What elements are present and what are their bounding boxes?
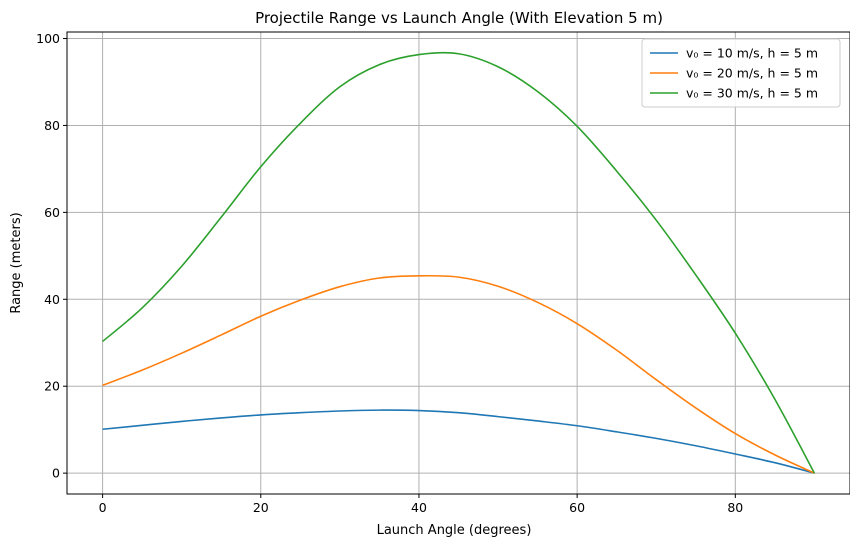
legend: v₀ = 10 m/s, h = 5 m v₀ = 20 m/s, h = 5 m…	[641, 38, 841, 108]
x-tick-label: 0	[99, 500, 107, 515]
y-tick-label: 80	[44, 118, 60, 133]
series-line-2	[102, 274, 815, 474]
x-tick-label: 60	[569, 500, 585, 515]
x-axis-label: Launch Angle (degrees)	[377, 523, 532, 538]
y-tick-label: 60	[44, 205, 60, 220]
y-tick-label: 20	[44, 379, 60, 394]
y-tick-label: 40	[44, 292, 60, 307]
grid-layer	[67, 32, 850, 494]
y-axis-label: Range (meters)	[9, 212, 24, 313]
legend-label-1: v₀ = 10 m/s, h = 5 m	[686, 46, 818, 61]
y-tick-label: 100	[36, 31, 60, 46]
y-tick-label: 0	[52, 466, 60, 481]
series-line-3	[102, 51, 816, 474]
legend-box	[641, 38, 841, 108]
tick-layer: 0 20 40 60 80 0 20 40 60 80 100	[36, 31, 743, 515]
plot-frame	[66, 31, 850, 495]
x-tick-label: 40	[411, 500, 427, 515]
legend-label-2: v₀ = 20 m/s, h = 5 m	[686, 66, 818, 81]
legend-label-3: v₀ = 30 m/s, h = 5 m	[686, 86, 818, 101]
x-tick-label: 80	[727, 500, 743, 515]
series-line-1	[102, 409, 815, 474]
series-layer	[102, 51, 816, 474]
x-tick-label: 20	[253, 500, 269, 515]
chart-title: Projectile Range vs Launch Angle (With E…	[255, 9, 663, 27]
